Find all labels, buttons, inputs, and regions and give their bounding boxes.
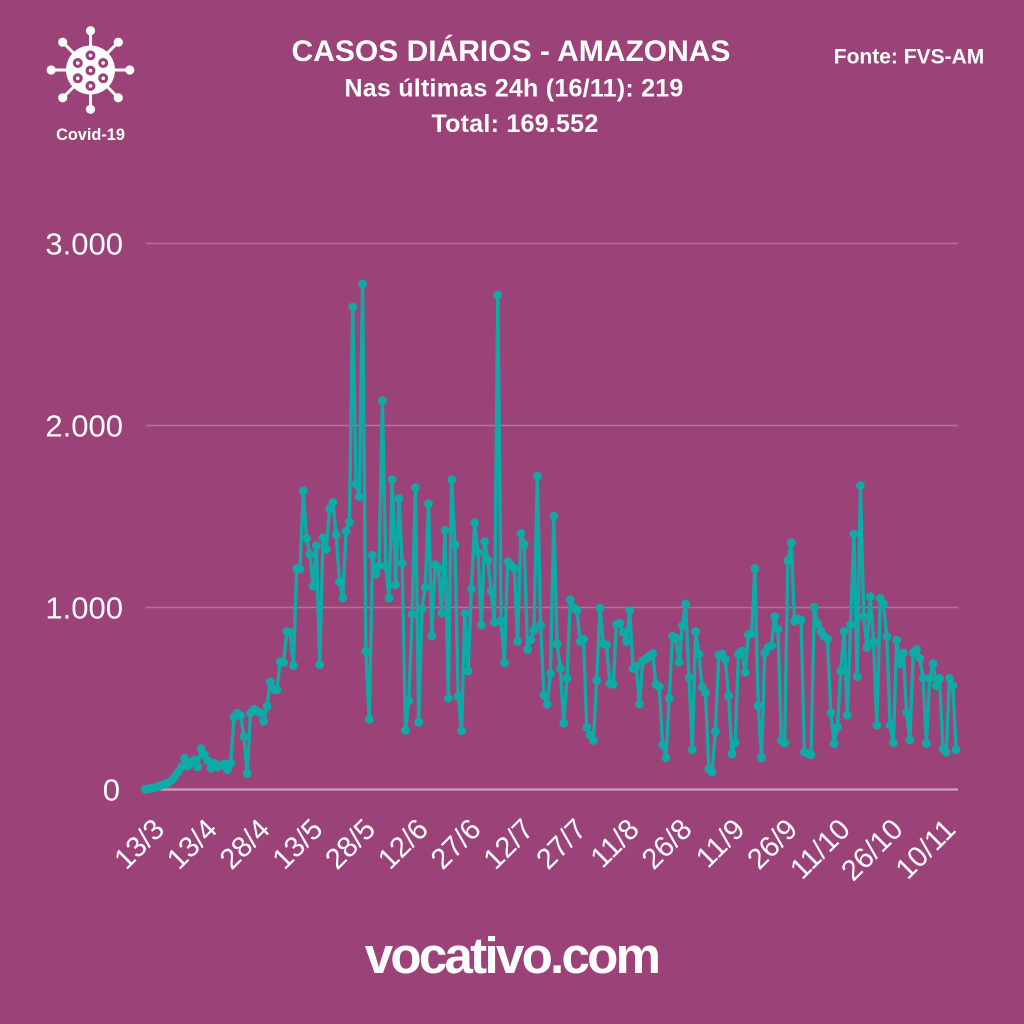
- svg-text:CASOS DIÁRIOS - AMAZONAS: CASOS DIÁRIOS - AMAZONAS: [292, 34, 731, 68]
- svg-text:1.000: 1.000: [45, 591, 123, 626]
- svg-text:Total: 169.552: Total: 169.552: [431, 110, 598, 138]
- svg-text:3.000: 3.000: [45, 227, 123, 262]
- svg-text:vocativo.com: vocativo.com: [365, 927, 659, 984]
- svg-text:2.000: 2.000: [45, 409, 123, 444]
- svg-text:0: 0: [103, 773, 120, 808]
- svg-text:Fonte: FVS-AM: Fonte: FVS-AM: [834, 46, 984, 69]
- svg-text:Nas últimas 24h (16/11): 219: Nas últimas 24h (16/11): 219: [344, 75, 683, 103]
- svg-text:Covid-19: Covid-19: [56, 126, 125, 144]
